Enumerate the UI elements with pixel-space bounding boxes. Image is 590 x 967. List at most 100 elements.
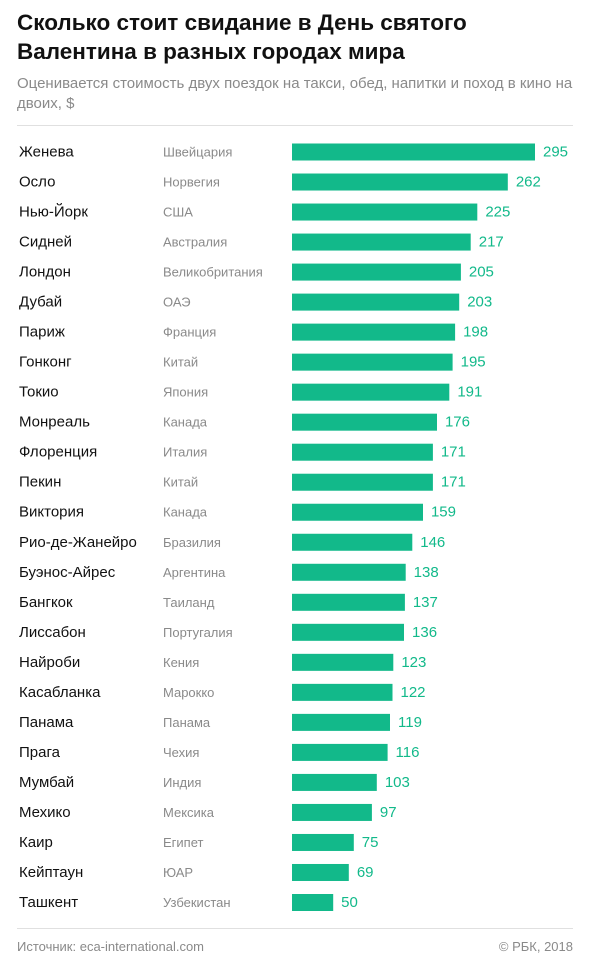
bar (292, 833, 354, 851)
country-label: Канада (163, 415, 208, 430)
value-label: 176 (445, 414, 470, 431)
city-label: Нью-Йорк (19, 203, 88, 221)
country-label: ОАЭ (163, 295, 191, 310)
copyright-note: © РБК, 2018 (498, 939, 573, 954)
city-label: Каир (19, 834, 53, 851)
country-label: Панама (163, 715, 211, 730)
bar (292, 443, 433, 461)
value-label: 138 (414, 564, 439, 581)
bar (292, 413, 437, 431)
value-label: 198 (463, 324, 488, 341)
city-label: Осло (19, 174, 55, 191)
value-label: 203 (467, 294, 492, 311)
bar (292, 623, 404, 641)
value-label: 295 (543, 144, 568, 161)
value-label: 136 (412, 624, 437, 641)
bar (292, 263, 461, 281)
bar (292, 863, 349, 881)
city-label: Рио-де-Жанейро (19, 534, 137, 551)
country-label: Узбекистан (163, 895, 231, 910)
value-label: 123 (401, 654, 426, 671)
country-label: Марокко (163, 685, 214, 700)
value-label: 171 (441, 474, 466, 491)
city-label: Женева (19, 144, 74, 161)
city-label: Бангкок (19, 594, 73, 611)
source-note: Источник: eca-international.com (17, 939, 205, 954)
city-label: Панама (19, 714, 74, 731)
country-label: Аргентина (163, 565, 226, 580)
city-label: Кейптаун (19, 864, 83, 881)
country-label: Кения (163, 655, 199, 670)
country-label: Норвегия (163, 175, 220, 190)
bar (292, 713, 390, 731)
country-label: Япония (163, 385, 208, 400)
country-label: Египет (163, 835, 204, 850)
bar (292, 773, 377, 791)
city-label: Лондон (19, 264, 71, 281)
city-label: Флоренция (19, 444, 97, 461)
bar (292, 894, 334, 911)
country-label: Португалия (163, 625, 233, 640)
city-label: Лиссабон (19, 624, 86, 641)
country-label: Китай (163, 355, 198, 370)
value-label: 195 (461, 354, 486, 371)
bar (292, 533, 413, 551)
value-label: 159 (431, 504, 456, 521)
bar (292, 293, 460, 311)
bottom-divider (17, 928, 573, 929)
city-label: Пекин (19, 474, 61, 491)
value-label: 122 (400, 684, 425, 701)
bar (292, 323, 456, 341)
city-label: Токио (19, 384, 59, 401)
bar (292, 653, 394, 671)
country-label: ЮАР (163, 865, 193, 880)
city-label: Ташкент (19, 894, 78, 911)
bar (292, 743, 388, 761)
value-label: 262 (516, 174, 541, 191)
country-label: Бразилия (163, 535, 221, 550)
bar (292, 173, 508, 191)
city-label: Виктория (19, 504, 84, 521)
value-label: 103 (385, 774, 410, 791)
city-label: Найроби (19, 654, 80, 671)
value-label: 119 (398, 714, 422, 731)
bar (292, 503, 423, 521)
bar (292, 803, 372, 821)
city-label: Мумбай (19, 774, 74, 791)
country-label: Чехия (163, 745, 199, 760)
city-label: Монреаль (19, 414, 90, 431)
country-label: Таиланд (163, 595, 215, 610)
value-label: 97 (380, 804, 397, 821)
country-label: Канада (163, 505, 208, 520)
chart-title: Сколько стоит свидание в День святого Ва… (17, 10, 467, 64)
country-label: Мексика (163, 805, 215, 820)
country-label: Индия (163, 775, 201, 790)
bar (292, 203, 478, 221)
country-label: Италия (163, 445, 207, 460)
country-label: Великобритания (163, 265, 263, 280)
bar (292, 353, 453, 371)
value-label: 69 (357, 864, 374, 881)
value-label: 75 (362, 834, 379, 851)
value-label: 137 (413, 594, 438, 611)
value-label: 217 (479, 234, 504, 251)
bar (292, 143, 535, 161)
bar (292, 233, 471, 251)
bar (292, 563, 406, 581)
city-label: Буэнос-Айрес (19, 564, 116, 581)
country-label: Китай (163, 475, 198, 490)
city-label: Гонконг (19, 354, 72, 371)
city-label: Париж (19, 324, 65, 341)
country-label: Франция (163, 325, 216, 340)
value-label: 116 (396, 744, 420, 761)
value-label: 225 (485, 204, 510, 221)
bar (292, 683, 393, 701)
top-divider (17, 125, 573, 126)
country-label: США (163, 205, 193, 220)
value-label: 205 (469, 264, 494, 281)
value-label: 50 (341, 894, 358, 911)
country-label: Швейцария (163, 145, 232, 160)
city-label: Мехико (19, 804, 71, 821)
chart-subtitle: Оценивается стоимость двух поездок на та… (17, 75, 573, 112)
